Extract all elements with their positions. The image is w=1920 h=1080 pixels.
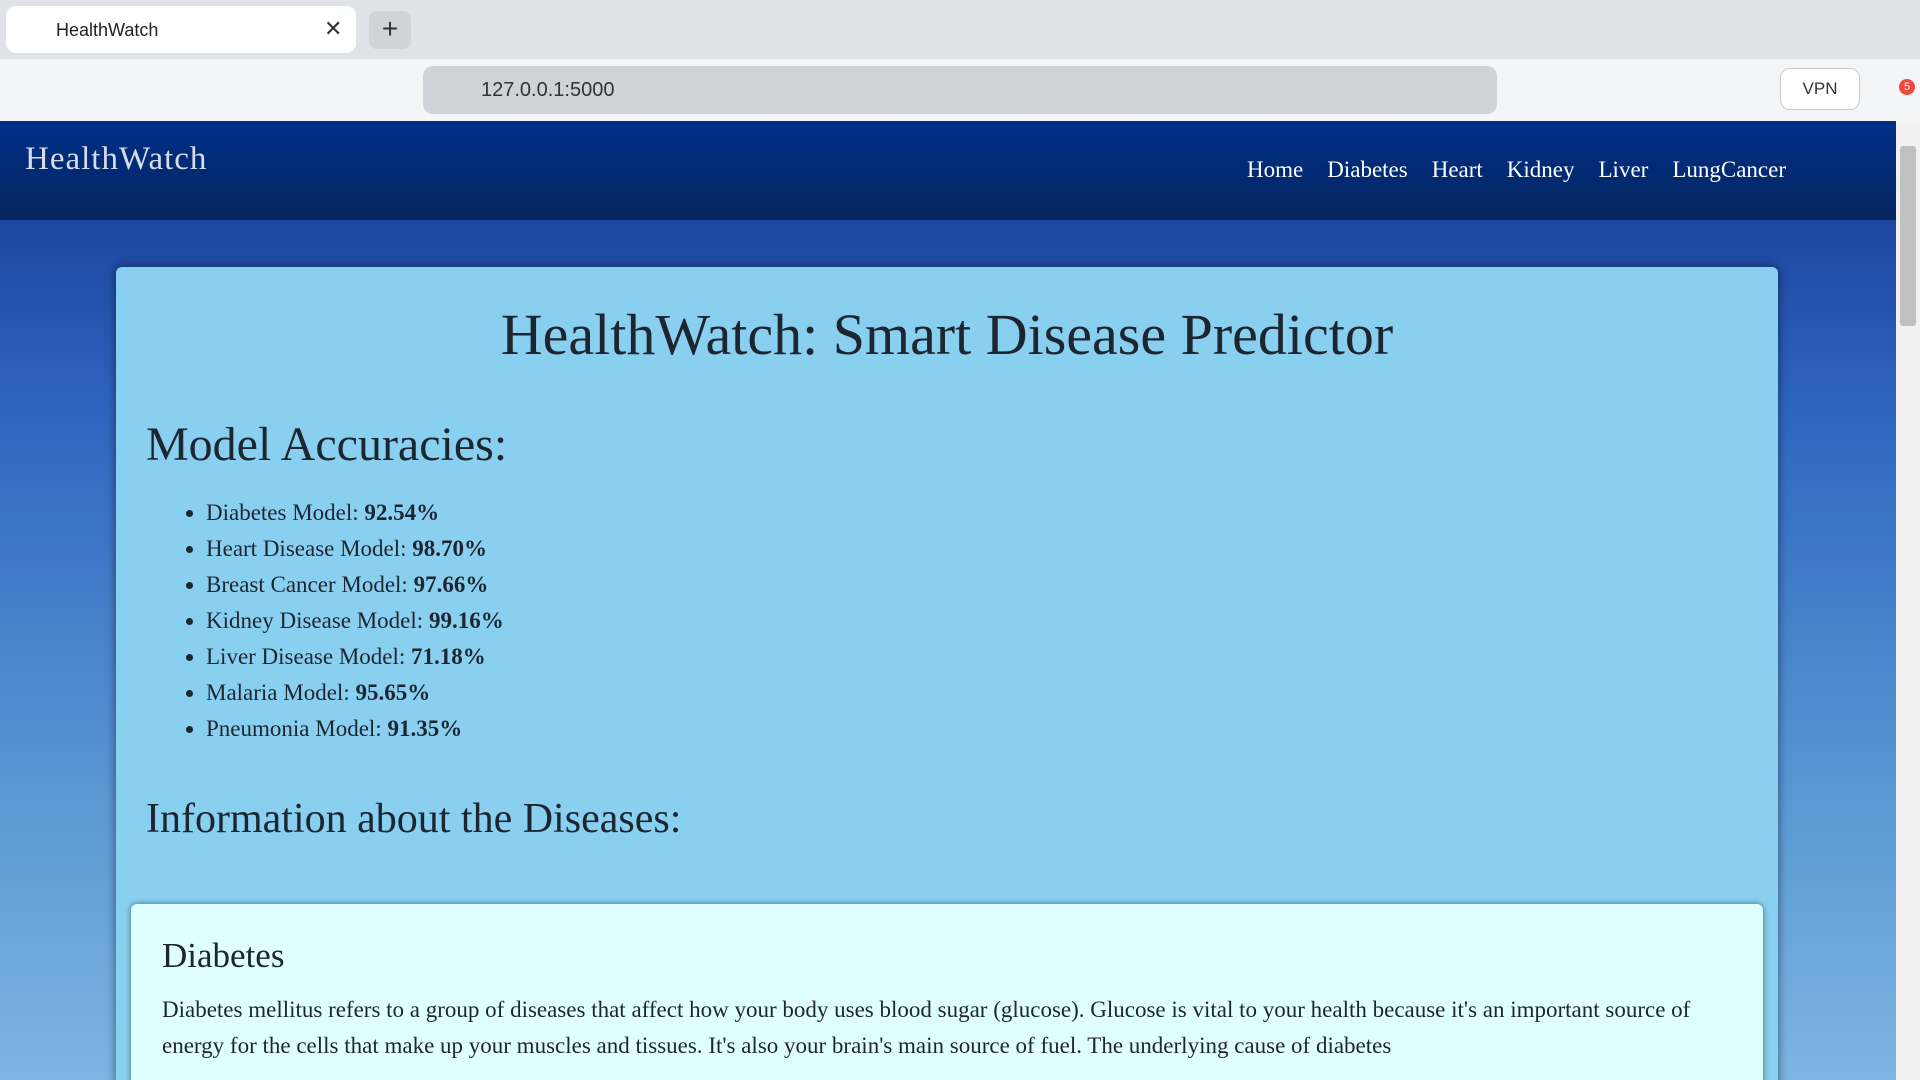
scroll-thumb[interactable] bbox=[1900, 146, 1916, 326]
disease-text: Diabetes mellitus refers to a group of d… bbox=[162, 997, 1691, 1058]
vpn-button[interactable]: VPN bbox=[1780, 68, 1860, 110]
viewport: HealthWatch Home Diabetes Heart Kidney Liver… bbox=[0, 121, 1896, 1080]
main-card: HealthWatch: Smart Disease Predictor Mod… bbox=[116, 267, 1778, 1080]
section-heading: Information about the Diseases: bbox=[146, 796, 682, 842]
accuracy-item: Malaria Model: 95.65% bbox=[206, 675, 504, 711]
model-accuracy: 99.16% bbox=[428, 608, 504, 633]
nav-link[interactable]: Diabetes bbox=[1327, 157, 1408, 182]
url: 127.0.0.1:5000 bbox=[481, 79, 615, 101]
logo[interactable]: HealthWatch bbox=[25, 141, 208, 177]
scrollbar[interactable] bbox=[1896, 121, 1920, 1080]
model-accuracy: 71.18% bbox=[411, 644, 486, 669]
accuracy-item: Heart Disease Model: 98.70% bbox=[206, 531, 504, 567]
model-name: Pneumonia Model: bbox=[206, 716, 382, 741]
nav-link[interactable]: Kidney bbox=[1506, 157, 1575, 182]
nav-link[interactable]: Home bbox=[1247, 157, 1304, 182]
accuracy-item: Pneumonia Model: 91.35% bbox=[206, 711, 504, 747]
model-name: Liver Disease Model: bbox=[206, 644, 406, 669]
nav-links: Home Diabetes Heart Kidney Liver LungCancer bbox=[1247, 157, 1786, 183]
model-name: Malaria Model: bbox=[206, 680, 350, 705]
model-name: Diabetes Model: bbox=[206, 500, 359, 525]
navbar: HealthWatch Home Diabetes Heart Kidney Liver… bbox=[0, 121, 1896, 220]
toolbar: 127.0.0.1:5000 5 VPN bbox=[0, 59, 1920, 122]
nav-link[interactable]: LungCancer bbox=[1672, 157, 1786, 182]
nav-link[interactable]: Liver bbox=[1598, 157, 1649, 182]
address-bar[interactable]: 127.0.0.1:5000 5 bbox=[423, 66, 1915, 114]
model-name: Kidney Disease Model: bbox=[206, 608, 424, 633]
model-accuracy: 98.70% bbox=[412, 536, 488, 561]
model-accuracy: 97.66% bbox=[413, 572, 489, 597]
accuracy-list: Diabetes Model: 92.54%Heart Disease Mode… bbox=[146, 495, 504, 747]
disease-title: Diabetes bbox=[162, 936, 285, 975]
accuracy-item: Breast Cancer Model: 97.66% bbox=[206, 567, 504, 603]
new-tab[interactable]: + bbox=[369, 11, 411, 49]
disease-card: Diabetes Diabetes mellitus refers to a g… bbox=[131, 904, 1763, 1080]
model-name: Heart Disease Model: bbox=[206, 536, 407, 561]
page-title: HealthWatch: Smart Disease Predictor bbox=[500, 302, 1394, 367]
model-name: Breast Cancer Model: bbox=[206, 572, 408, 597]
accuracy-item: Kidney Disease Model: 99.16% bbox=[206, 603, 504, 639]
accuracy-item: Liver Disease Model: 71.18% bbox=[206, 639, 504, 675]
tab-close[interactable]: ✕ bbox=[324, 16, 343, 41]
model-accuracy: 91.35% bbox=[387, 716, 463, 741]
tab-title: HealthWatch bbox=[56, 20, 159, 40]
badge: 5 bbox=[1899, 79, 1915, 95]
section-heading: Model Accuracies: bbox=[146, 418, 508, 471]
nav-link[interactable]: Heart bbox=[1431, 157, 1483, 182]
model-accuracy: 95.65% bbox=[355, 680, 431, 705]
tab-bar: HealthWatch ✕ + bbox=[0, 0, 1920, 59]
accuracy-item: Diabetes Model: 92.54% bbox=[206, 495, 504, 531]
tab[interactable]: HealthWatch ✕ bbox=[6, 6, 356, 53]
model-accuracy: 92.54% bbox=[364, 500, 440, 525]
